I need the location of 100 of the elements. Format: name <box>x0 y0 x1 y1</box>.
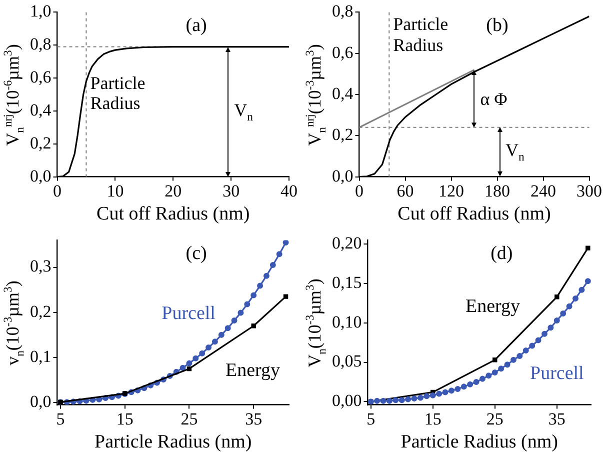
chart-title: (c) <box>186 243 207 264</box>
x-tick-label: 35 <box>548 409 566 428</box>
point <box>386 398 392 404</box>
y-tick-label: 0,8 <box>332 2 354 21</box>
x-tick-label: 5 <box>56 409 65 428</box>
series-label: Purcell <box>162 302 216 324</box>
x-tick-label: 300 <box>576 181 602 200</box>
x-tick-label: 20 <box>164 181 182 200</box>
y-tick-label: 0,2 <box>30 133 52 152</box>
point <box>535 337 542 344</box>
point <box>192 355 199 362</box>
y-tick-label: 1,0 <box>30 2 52 21</box>
point <box>282 240 289 246</box>
point <box>516 352 523 359</box>
y-tick-label: 0,4 <box>30 100 52 120</box>
point <box>554 294 560 300</box>
annotation: V$_{n}$ <box>234 100 253 124</box>
point <box>250 292 257 298</box>
point <box>244 301 250 308</box>
point <box>454 386 461 392</box>
annotation: V$_{n}$ <box>506 140 524 164</box>
x-tick-label: 10 <box>106 181 124 200</box>
y-tick-label: 0,20 <box>332 234 362 253</box>
x-tick-label: 15 <box>424 409 442 428</box>
y-tick-label: 0,8 <box>30 34 52 54</box>
x-tick-label: 60 <box>396 181 414 200</box>
point <box>529 342 536 349</box>
ref-line-label: Particle Radius <box>90 72 146 114</box>
y-tick-label: 0,3 <box>30 256 52 276</box>
point <box>510 356 516 363</box>
point <box>218 332 224 338</box>
point <box>206 344 212 351</box>
point <box>566 303 572 310</box>
chart-title: (d) <box>490 243 513 264</box>
y-tick-label: 0,1 <box>30 346 52 366</box>
x-tick-label: 25 <box>180 409 198 428</box>
point <box>283 294 288 299</box>
point <box>417 394 424 401</box>
y-tick-label: 0,0 <box>30 392 52 412</box>
point <box>238 310 244 316</box>
y-tick-label: 0,2 <box>30 302 52 321</box>
point <box>504 362 510 368</box>
point <box>186 366 192 372</box>
point <box>586 246 590 250</box>
point <box>251 324 256 328</box>
y-tick-label: 0,15 <box>332 272 362 292</box>
point <box>578 286 585 293</box>
point <box>522 347 529 354</box>
point <box>411 396 418 402</box>
point <box>424 393 430 400</box>
x-tick-label: 240 <box>530 181 556 200</box>
point <box>224 325 231 332</box>
series-label: Purcell <box>530 363 584 384</box>
point <box>584 278 591 284</box>
x-axis-title: Particle Radius (nm) <box>94 432 252 453</box>
x-axis-title: Particle Radius (nm) <box>400 432 558 453</box>
point <box>257 282 264 289</box>
chart-title: (a) <box>186 15 207 36</box>
chart-title: (b) <box>486 15 508 36</box>
y-tick-label: 0,05 <box>332 352 362 371</box>
point <box>492 358 498 362</box>
point <box>398 397 405 404</box>
series-label: Energy <box>225 360 280 381</box>
x-axis-title: Cut off Radius (nm) <box>96 204 250 225</box>
point <box>392 397 399 404</box>
point <box>380 398 386 404</box>
point <box>460 384 467 390</box>
point <box>541 330 548 337</box>
y-tick-label: 0,0 <box>30 166 52 186</box>
point <box>199 350 206 356</box>
point <box>473 378 480 385</box>
x-tick-label: 180 <box>484 181 510 200</box>
point <box>270 262 276 268</box>
x-tick-label: 30 <box>222 181 240 200</box>
point <box>405 396 412 402</box>
x-tick-label: 0 <box>53 181 62 200</box>
y-tick-label: 0,6 <box>332 42 354 62</box>
x-axis-title: Cut off Radius (nm) <box>398 204 551 225</box>
point <box>430 392 436 398</box>
point <box>231 317 238 324</box>
point <box>212 338 218 345</box>
ref-line-label: Particle Radius <box>393 14 450 56</box>
point <box>448 388 454 394</box>
point <box>263 272 270 279</box>
point <box>498 366 504 372</box>
x-tick-label: 40 <box>280 181 298 200</box>
series-label: Energy <box>465 296 520 318</box>
point <box>180 364 186 371</box>
point <box>479 376 486 382</box>
x-tick-label: 5 <box>366 409 376 428</box>
point <box>486 372 492 379</box>
y-tick-label: 0,10 <box>332 312 362 332</box>
x-tick-label: 25 <box>486 409 504 428</box>
point <box>548 324 554 331</box>
point <box>276 251 282 258</box>
x-tick-label: 35 <box>245 409 262 428</box>
x-tick-label: 0 <box>355 181 364 200</box>
point <box>436 390 442 397</box>
y-tick-label: 0,2 <box>332 125 354 144</box>
y-tick-label: 0,4 <box>332 84 354 103</box>
